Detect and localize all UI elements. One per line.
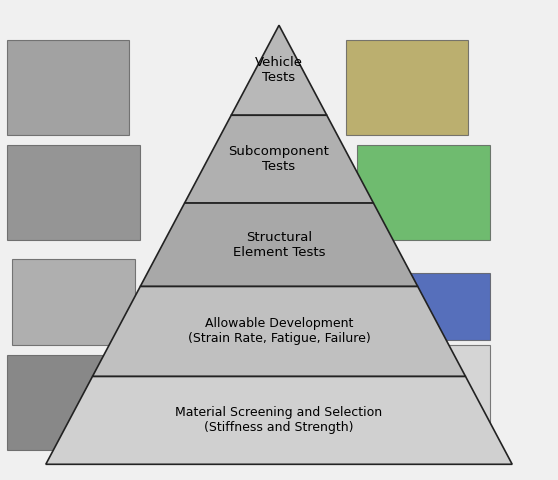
Polygon shape: [185, 115, 373, 203]
Text: Structural
Element Tests: Structural Element Tests: [233, 231, 325, 259]
Bar: [7, 39, 129, 135]
Bar: [345, 345, 490, 441]
Bar: [12, 259, 134, 345]
Text: Subcomponent
Tests: Subcomponent Tests: [229, 145, 329, 173]
Bar: [345, 39, 468, 135]
Polygon shape: [46, 376, 512, 464]
Text: Allowable Development
(Strain Rate, Fatigue, Failure): Allowable Development (Strain Rate, Fati…: [187, 317, 371, 346]
Polygon shape: [231, 25, 327, 115]
Text: Material Screening and Selection
(Stiffness and Strength): Material Screening and Selection (Stiffn…: [175, 407, 383, 434]
Bar: [357, 144, 490, 240]
Polygon shape: [140, 203, 418, 287]
Bar: [357, 274, 490, 340]
Bar: [7, 355, 118, 450]
Bar: [7, 144, 140, 240]
Polygon shape: [93, 287, 465, 376]
Text: Vehicle
Tests: Vehicle Tests: [255, 56, 303, 84]
